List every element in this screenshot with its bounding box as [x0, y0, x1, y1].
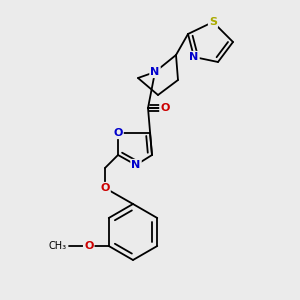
Text: O: O	[160, 103, 170, 113]
Text: N: N	[150, 67, 160, 77]
Text: N: N	[189, 52, 199, 62]
Text: S: S	[209, 17, 217, 27]
Text: N: N	[131, 160, 141, 170]
Text: CH₃: CH₃	[49, 241, 67, 251]
Text: O: O	[100, 183, 110, 193]
Text: O: O	[113, 128, 123, 138]
Text: O: O	[84, 241, 93, 251]
